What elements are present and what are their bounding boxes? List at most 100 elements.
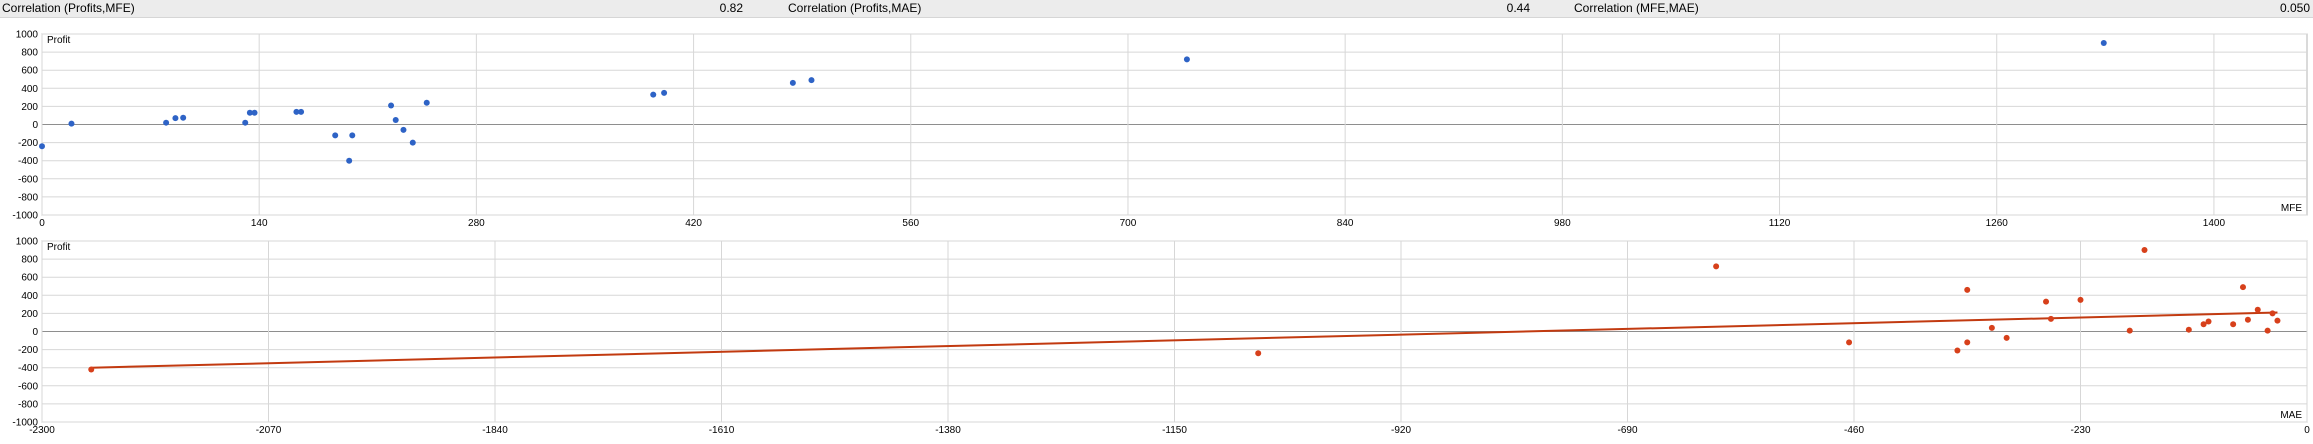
data-point — [2141, 247, 2148, 254]
data-point — [2077, 296, 2084, 303]
x-tick-label: -1150 — [1162, 425, 1187, 436]
data-point — [808, 77, 815, 84]
data-point — [1964, 339, 1971, 346]
y-tick-label: -1000 — [12, 418, 38, 429]
correlation-value-mfe-mae: 0.050 — [2279, 1, 2310, 15]
data-point — [68, 120, 75, 127]
data-point — [349, 132, 356, 139]
x-tick-label: -1840 — [482, 425, 508, 436]
x-tick-label: -690 — [1617, 425, 1637, 436]
data-point — [2200, 321, 2207, 328]
y-tick-label: -200 — [18, 345, 38, 356]
x-tick-label: 0 — [2304, 425, 2310, 436]
x-tick-label: -1610 — [709, 425, 735, 436]
data-point — [2264, 327, 2271, 334]
x-tick-label: 1400 — [2203, 218, 2226, 229]
data-point — [2185, 326, 2192, 333]
data-point — [180, 114, 187, 121]
trend-line — [91, 311, 2278, 369]
x-tick-label: 420 — [685, 218, 702, 229]
y-tick-label: 1000 — [16, 30, 39, 41]
x-tick-label: -1380 — [935, 425, 961, 436]
x-tick-label: -460 — [1844, 425, 1864, 436]
data-point — [423, 99, 430, 106]
y-tick-label: 200 — [21, 102, 38, 113]
data-point — [293, 108, 300, 115]
x-axis-label: MFE — [2281, 203, 2302, 214]
data-point — [39, 143, 45, 150]
y-tick-label: -400 — [18, 156, 38, 167]
data-point — [2047, 315, 2054, 322]
data-point — [1988, 324, 1995, 331]
x-tick-label: 840 — [1337, 218, 1354, 229]
y-tick-label: 400 — [21, 84, 38, 95]
correlation-label-mfe-mae: Correlation (MFE,MAE) — [1574, 1, 1699, 15]
data-point — [2230, 321, 2237, 328]
x-tick-label: 280 — [468, 218, 485, 229]
data-point — [2239, 284, 2246, 291]
y-tick-label: 0 — [32, 327, 38, 338]
data-point — [1183, 56, 1190, 63]
y-tick-label: -800 — [18, 192, 38, 203]
data-point — [332, 132, 339, 139]
data-point — [400, 126, 407, 133]
x-tick-label: -2300 — [29, 425, 55, 436]
data-point — [650, 91, 657, 98]
data-point — [2205, 318, 2212, 325]
y-tick-label: -600 — [18, 381, 38, 392]
data-point — [1255, 350, 1262, 357]
data-point — [2254, 306, 2261, 313]
x-tick-label: 0 — [39, 218, 45, 229]
x-tick-label: 1120 — [1769, 218, 1791, 229]
y-tick-label: -400 — [18, 363, 38, 374]
y-axis-label: Profit — [47, 35, 71, 46]
data-point — [409, 139, 416, 146]
data-point — [298, 108, 305, 115]
x-tick-label: 980 — [1554, 218, 1571, 229]
correlation-bar: Correlation (Profits,MFE) 0.82 Correlati… — [0, 0, 2313, 18]
y-tick-label: -200 — [18, 138, 38, 149]
y-tick-label: 200 — [21, 309, 38, 320]
data-point — [2003, 334, 2010, 341]
data-point — [2100, 40, 2107, 47]
y-tick-label: -800 — [18, 399, 38, 410]
correlation-label-profits-mae: Correlation (Profits,MAE) — [788, 1, 922, 15]
x-tick-label: 140 — [251, 218, 268, 229]
data-point — [789, 79, 796, 86]
y-tick-label: 800 — [21, 48, 38, 59]
data-point — [2126, 327, 2133, 334]
data-point — [2244, 316, 2251, 323]
x-tick-label: 700 — [1120, 218, 1137, 229]
x-tick-label: -230 — [2070, 425, 2090, 436]
data-point — [388, 102, 395, 109]
correlation-label-profits-mfe: Correlation (Profits,MFE) — [2, 1, 135, 15]
y-tick-label: 600 — [21, 66, 38, 77]
data-point — [1954, 347, 1961, 354]
y-tick-label: 400 — [21, 291, 38, 302]
y-tick-label: -1000 — [12, 211, 38, 222]
correlation-value-profits-mfe: 0.82 — [719, 1, 743, 15]
data-point — [2043, 298, 2050, 305]
data-point — [172, 115, 179, 122]
data-point — [1846, 339, 1853, 346]
data-point — [392, 116, 399, 123]
data-point — [246, 109, 253, 116]
y-tick-label: 1000 — [16, 237, 39, 248]
data-point — [1964, 286, 1971, 293]
data-point — [346, 157, 353, 164]
data-point — [2274, 317, 2281, 324]
data-point — [163, 119, 170, 126]
data-point — [661, 89, 668, 96]
data-point — [2269, 310, 2276, 317]
y-axis-label: Profit — [47, 242, 71, 253]
y-tick-label: 0 — [32, 120, 38, 131]
x-axis-label: MAE — [2280, 410, 2302, 421]
x-tick-label: 1260 — [1986, 218, 2009, 229]
data-point — [242, 119, 249, 126]
y-tick-label: -600 — [18, 174, 38, 185]
y-tick-label: 600 — [21, 273, 38, 284]
y-tick-label: 800 — [21, 255, 38, 266]
x-tick-label: -2070 — [256, 425, 282, 436]
x-tick-label: 560 — [902, 218, 919, 229]
